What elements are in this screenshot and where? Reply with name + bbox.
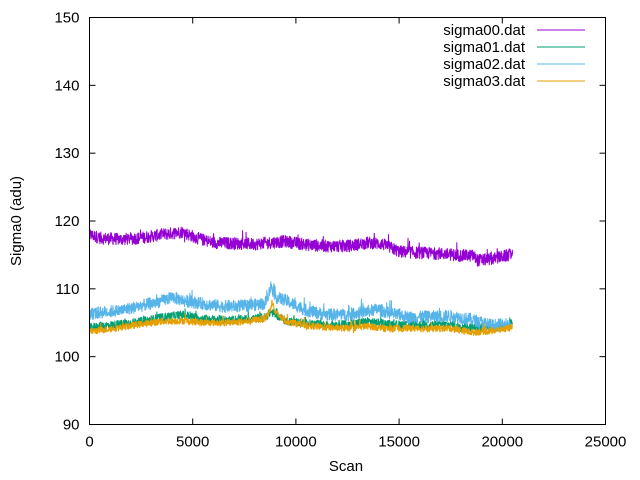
- legend: sigma00.datsigma01.datsigma02.datsigma03…: [443, 22, 585, 90]
- legend-label: sigma02.dat: [443, 56, 526, 73]
- series-line-sigma03-dat: [89, 299, 514, 336]
- x-axis-label: Scan: [329, 458, 363, 475]
- series-line-sigma02-dat: [89, 281, 512, 332]
- x-axis: 0 5000 10000 15000 20000 25000: [85, 17, 627, 451]
- legend-label: sigma00.dat: [443, 22, 526, 39]
- y-tick-label: 110: [56, 281, 80, 298]
- legend-label: sigma01.dat: [443, 39, 526, 56]
- y-tick-label: 140: [54, 77, 79, 94]
- y-axis: 90 100 110 120 130 140 150: [54, 10, 606, 434]
- series-line-sigma00-dat: [89, 226, 514, 267]
- x-tick-label: 0: [85, 434, 93, 451]
- y-tick-label: 150: [54, 10, 79, 27]
- y-tick-label: 100: [54, 349, 79, 366]
- x-tick-label: 15000: [378, 434, 420, 451]
- y-tick-label: 120: [54, 213, 79, 230]
- x-tick-label: 20000: [481, 434, 523, 451]
- x-tick-label: 5000: [176, 434, 209, 451]
- x-tick-label: 10000: [275, 434, 317, 451]
- y-tick-label: 90: [63, 417, 80, 434]
- y-axis-label: Sigma0 (adu): [8, 176, 25, 266]
- y-tick-label: 130: [54, 145, 79, 162]
- legend-label: sigma03.dat: [443, 73, 526, 90]
- x-tick-label: 25000: [585, 434, 627, 451]
- series-layer: [89, 226, 514, 336]
